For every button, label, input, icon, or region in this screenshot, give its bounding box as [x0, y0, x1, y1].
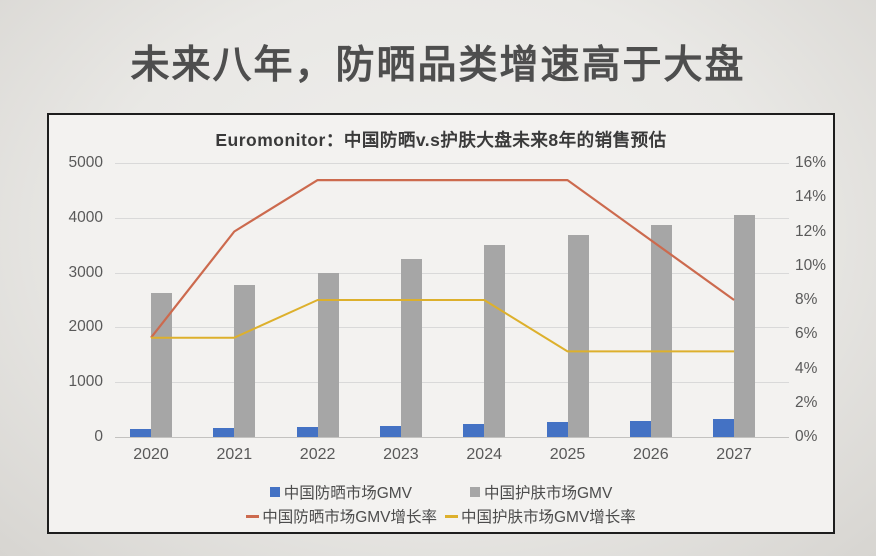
x-axis-label: 2027 — [716, 446, 752, 463]
left-axis-tick-label: 1000 — [68, 373, 103, 391]
left-axis-tick-label: 3000 — [68, 263, 103, 281]
chart-panel: Euromonitor：中国防晒v.s护肤大盘未来8年的销售预估 中国防晒市场G… — [47, 113, 835, 534]
right-axis-tick-label: 2% — [795, 393, 818, 411]
bar-skincare-gmv — [400, 258, 422, 437]
legend-swatch-square — [269, 487, 280, 497]
bar-skincare-gmv — [484, 245, 506, 437]
bar-sunscreen-gmv — [713, 419, 735, 437]
legend-label: 中国护肤市场GMV — [484, 485, 613, 502]
x-axis-label: 2024 — [466, 446, 502, 463]
legend-row-bars: 中国防晒市场GMV 中国护肤市场GMV — [49, 481, 833, 503]
legend-swatch-line — [445, 514, 458, 518]
bar-sunscreen-gmv — [379, 425, 401, 437]
legend-label: 中国防晒市场GMV增长率 — [262, 509, 437, 526]
right-axis-tick-label: 6% — [795, 325, 818, 343]
x-axis-line — [115, 437, 789, 438]
legend-swatch-square — [470, 487, 480, 497]
left-axis-tick-label: 4000 — [68, 208, 103, 226]
right-axis-tick-label: 0% — [795, 428, 818, 445]
legend-label: 中国护肤市场GMV增长率 — [461, 509, 636, 526]
x-axis-label: 2020 — [133, 446, 169, 463]
legend-item: 中国防晒市场GMV — [269, 481, 412, 503]
chart-title: Euromonitor：中国防晒v.s护肤大盘未来8年的销售预估 — [215, 130, 667, 150]
right-axis-tick-label: 8% — [795, 291, 818, 308]
x-axis-label: 2021 — [216, 446, 253, 463]
line-skincare-growth — [151, 299, 735, 353]
legend-row-lines: 中国防晒市场GMV增长率 中国护肤市场GMV增长率 — [49, 505, 833, 527]
bar-skincare-gmv — [234, 284, 256, 437]
x-axis-label: 2022 — [299, 446, 336, 463]
legend-item: 中国护肤市场GMV增长率 — [445, 505, 636, 527]
bar-skincare-gmv — [317, 272, 339, 437]
right-axis-tick-label: 10% — [795, 256, 827, 274]
gridline — [115, 272, 789, 274]
growth-lines-layer — [150, 178, 735, 353]
bar-sunscreen-gmv — [213, 428, 235, 437]
bar-skincare-gmv — [734, 214, 756, 437]
bar-skincare-gmv — [567, 235, 589, 437]
left-axis-tick-label: 5000 — [68, 154, 103, 171]
legend-swatch-line — [246, 514, 260, 518]
bar-sunscreen-gmv — [463, 424, 485, 437]
bar-sunscreen-gmv — [130, 429, 151, 437]
gridline — [115, 163, 789, 164]
legend-item: 中国防晒市场GMV增长率 — [246, 505, 437, 527]
left-axis-tick-label: 0 — [94, 428, 103, 445]
page-title: 未来八年，防晒品类增速高于大盘 — [130, 44, 746, 87]
right-axis-tick-label: 12% — [795, 222, 827, 240]
x-axis-label: 2025 — [549, 446, 586, 463]
line-sunscreen-growth — [150, 178, 735, 339]
x-axis-label: 2023 — [383, 446, 419, 463]
bar-sunscreen-gmv — [296, 427, 318, 437]
gridline — [115, 217, 789, 219]
gridline — [115, 382, 789, 384]
legend-item: 中国护肤市场GMV — [470, 481, 612, 503]
bar-sunscreen-gmv — [546, 422, 568, 437]
right-axis-tick-label: 14% — [795, 188, 827, 206]
right-axis-tick-label: 4% — [795, 359, 818, 377]
left-axis-tick-label: 2000 — [68, 318, 103, 336]
right-axis-tick-label: 16% — [795, 154, 827, 171]
x-axis-label: 2026 — [633, 446, 669, 463]
bar-sunscreen-gmv — [629, 420, 651, 437]
gridline — [115, 327, 789, 329]
bar-skincare-gmv — [650, 224, 672, 437]
legend-label: 中国防晒市场GMV — [283, 485, 412, 502]
